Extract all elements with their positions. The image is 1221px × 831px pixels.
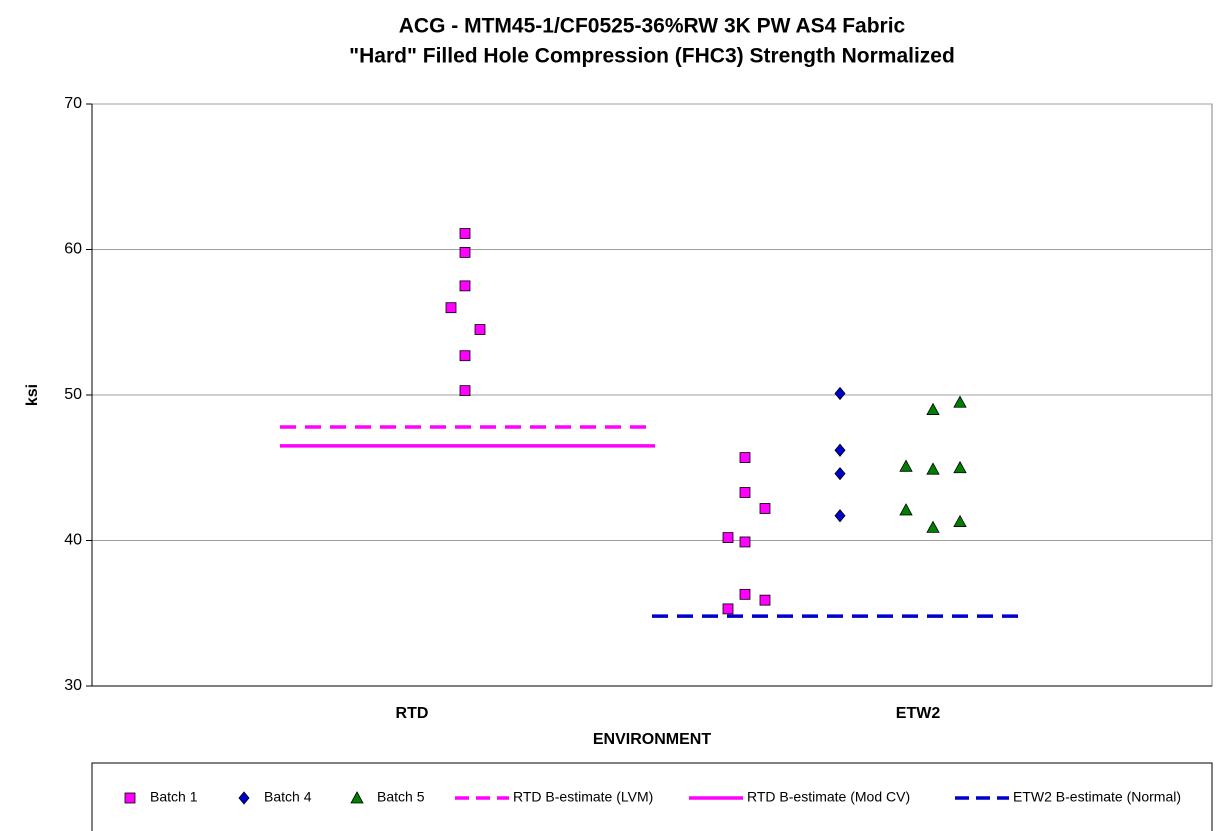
marker-triangle (899, 459, 913, 472)
marker-diamond (834, 466, 846, 481)
legend-label: RTD B-estimate (LVM) (513, 789, 653, 805)
marker-triangle (350, 791, 364, 804)
x-tick-label: RTD (396, 705, 429, 722)
marker-square (739, 452, 751, 463)
marker-square (459, 385, 471, 397)
marker-triangle (926, 520, 940, 533)
marker-square (722, 603, 734, 615)
marker-square (722, 532, 734, 543)
y-tick-label: 70 (64, 95, 82, 112)
legend-label: ETW2 B-estimate (Normal) (1013, 789, 1181, 805)
marker-square (474, 324, 486, 335)
legend-label: Batch 5 (377, 789, 425, 805)
y-axis-label: ksi (24, 384, 41, 406)
marker-triangle (926, 402, 940, 415)
marker-square (759, 594, 771, 606)
chart-title: "Hard" Filled Hole Compression (FHC3) St… (349, 45, 955, 68)
marker-square (459, 350, 471, 362)
marker-square (739, 588, 751, 600)
x-tick-label: ETW2 (896, 705, 941, 722)
marker-square (459, 280, 471, 292)
legend-box (91, 762, 1213, 831)
marker-diamond (834, 443, 846, 457)
y-tick-label: 50 (64, 386, 82, 403)
marker-square (459, 247, 471, 258)
chart-title: ACG - MTM45-1/CF0525-36%RW 3K PW AS4 Fab… (399, 15, 906, 38)
legend-label: Batch 4 (264, 789, 312, 805)
marker-diamond (834, 386, 846, 401)
marker-triangle (926, 462, 940, 475)
marker-square (739, 487, 751, 498)
marker-triangle (953, 460, 967, 474)
legend-label: RTD B-estimate (Mod CV) (747, 789, 910, 805)
legend-label: Batch 1 (150, 789, 198, 805)
y-tick-label: 30 (64, 677, 82, 694)
marker-square (759, 503, 771, 514)
marker-triangle (953, 514, 967, 527)
marker-triangle (953, 395, 967, 408)
marker-square (459, 228, 471, 239)
y-tick-label: 60 (64, 241, 82, 258)
y-tick-label: 40 (64, 532, 82, 549)
marker-square (739, 536, 751, 548)
marker-diamond (238, 791, 250, 805)
x-axis-label: ENVIRONMENT (593, 731, 711, 748)
marker-triangle (899, 503, 913, 516)
marker-diamond (834, 509, 846, 523)
marker-square (445, 302, 457, 314)
marker-square (124, 792, 136, 804)
